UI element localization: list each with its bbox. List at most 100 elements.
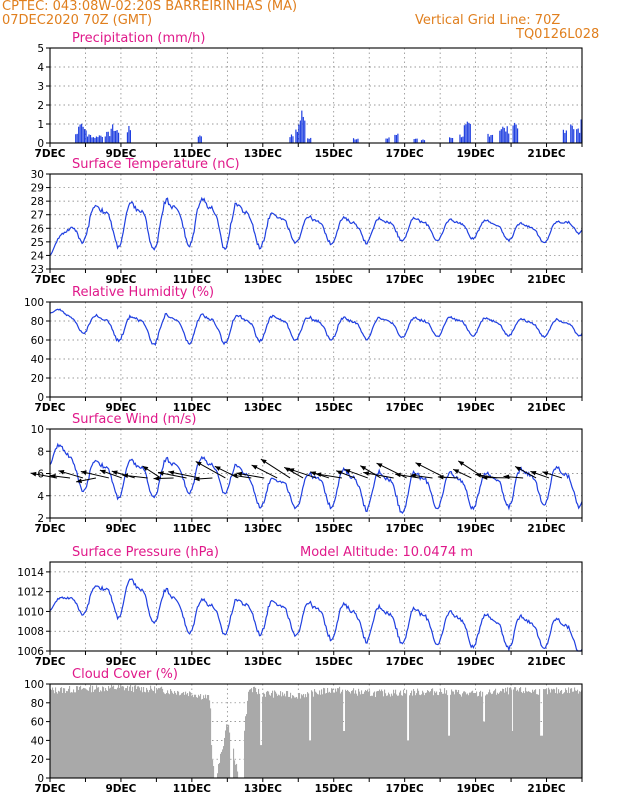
y-tick-label: 40 bbox=[31, 735, 44, 747]
cloud-bar bbox=[489, 689, 491, 778]
cloud-bar bbox=[456, 689, 458, 778]
cloud-bar bbox=[175, 692, 177, 778]
y-tick-label: 8 bbox=[37, 446, 44, 458]
x-tick-label: 13DEC bbox=[244, 783, 283, 795]
precip-bar bbox=[304, 120, 306, 143]
cloud-bar bbox=[393, 689, 395, 778]
wind-arrow-head bbox=[236, 471, 243, 477]
cloud-bar bbox=[494, 690, 496, 778]
cloud-bar bbox=[196, 697, 198, 778]
precip-bar bbox=[117, 132, 120, 143]
cloud-bar bbox=[90, 685, 92, 778]
precip-bar bbox=[289, 137, 291, 143]
cloud-bar bbox=[188, 696, 190, 778]
y-tick-label: 80 bbox=[31, 316, 44, 328]
cloud-bar bbox=[439, 691, 441, 778]
precip-title: Precipitation (mm/h) bbox=[72, 31, 205, 46]
cloud-bar bbox=[130, 685, 132, 778]
precip-bar bbox=[110, 128, 112, 143]
cloud-bar bbox=[311, 690, 313, 778]
cloud-bar bbox=[205, 694, 207, 778]
cloud-bar bbox=[457, 692, 459, 778]
x-tick-label: 17DEC bbox=[386, 148, 425, 160]
x-tick-label: 9DEC bbox=[105, 783, 136, 795]
cloud-bar bbox=[523, 691, 525, 778]
precip-bar bbox=[502, 126, 504, 143]
cloud-bar bbox=[518, 691, 520, 778]
cloud-bar bbox=[265, 696, 267, 778]
cloud-bar bbox=[71, 692, 73, 778]
y-tick-label: 10 bbox=[31, 424, 44, 436]
cloud-bar bbox=[340, 693, 342, 778]
cloud-bar bbox=[67, 691, 69, 778]
wind-arrow-head bbox=[231, 473, 238, 479]
cloud-bar bbox=[323, 687, 325, 778]
cloud-bar bbox=[487, 694, 489, 778]
precip-bar bbox=[106, 131, 108, 143]
cloud-bar bbox=[208, 695, 210, 778]
cloud-bar bbox=[150, 685, 152, 778]
cloud-bar bbox=[313, 696, 315, 778]
cloud-bar bbox=[203, 695, 205, 778]
cloud-bar bbox=[157, 689, 159, 778]
cloud-bar bbox=[554, 689, 556, 778]
cloud-bar bbox=[391, 693, 393, 778]
cloud-bar bbox=[115, 689, 117, 778]
cloud-bar bbox=[168, 693, 170, 778]
cloud-bar bbox=[145, 692, 147, 778]
cloud-bar bbox=[525, 687, 527, 778]
cloud-bar bbox=[534, 690, 536, 778]
cloud-bar bbox=[499, 692, 501, 778]
cloud-bar bbox=[121, 686, 123, 778]
precip-bar bbox=[580, 119, 582, 143]
cloud-bar bbox=[349, 692, 351, 778]
cloud-bar bbox=[225, 730, 227, 778]
cloud-bar bbox=[419, 694, 421, 778]
cloud-bar bbox=[519, 688, 521, 778]
cloud-bar bbox=[69, 686, 71, 778]
cloud-bar bbox=[558, 689, 560, 778]
cloud-bar bbox=[407, 740, 409, 778]
cloud-bar bbox=[342, 689, 344, 778]
precip-bar bbox=[355, 139, 358, 143]
x-tick-label: 19DEC bbox=[456, 148, 495, 160]
cloud-bar bbox=[557, 693, 559, 778]
cloud-bar bbox=[258, 688, 260, 778]
cloud-bar bbox=[245, 716, 247, 778]
cloud-bar bbox=[70, 692, 72, 778]
cloud-bar bbox=[524, 693, 526, 778]
x-tick-label: 7DEC bbox=[35, 523, 66, 535]
cloud-bar bbox=[147, 689, 149, 778]
cloud-bar bbox=[413, 688, 415, 778]
precip-bar bbox=[310, 137, 312, 143]
cloud-bar bbox=[148, 692, 150, 778]
cloud-bar bbox=[125, 688, 127, 778]
cloud-bar bbox=[212, 760, 214, 778]
y-tick-label: 25 bbox=[31, 237, 44, 249]
x-tick-label: 9DEC bbox=[105, 274, 136, 286]
cloud-bar bbox=[549, 689, 551, 778]
x-tick-label: 7DEC bbox=[35, 148, 66, 160]
cloud-bar bbox=[472, 690, 474, 778]
y-tick-label: 3 bbox=[37, 81, 44, 93]
cloud-bar bbox=[356, 693, 358, 778]
x-tick-label: 15DEC bbox=[315, 523, 354, 535]
x-tick-label: 19DEC bbox=[456, 783, 495, 795]
temp-series-line bbox=[49, 196, 583, 256]
x-tick-label: 13DEC bbox=[244, 402, 283, 414]
cloud-bar bbox=[538, 694, 540, 778]
precip-bar bbox=[487, 133, 489, 143]
cloud-bar bbox=[488, 692, 490, 778]
wind-arrow-head bbox=[260, 459, 267, 465]
cloud-bar bbox=[530, 692, 532, 778]
cloud-bar bbox=[462, 693, 464, 778]
cloud-bar bbox=[508, 694, 510, 778]
cloud-bar bbox=[449, 735, 451, 778]
precip-bar bbox=[416, 138, 418, 143]
cloud-bar bbox=[343, 731, 345, 778]
cloud-bar bbox=[211, 745, 213, 778]
cloud-bar bbox=[256, 692, 258, 778]
cloud-bar bbox=[412, 695, 414, 778]
x-tick-label: 11DEC bbox=[173, 783, 212, 795]
wind-arrow-head bbox=[168, 470, 175, 476]
